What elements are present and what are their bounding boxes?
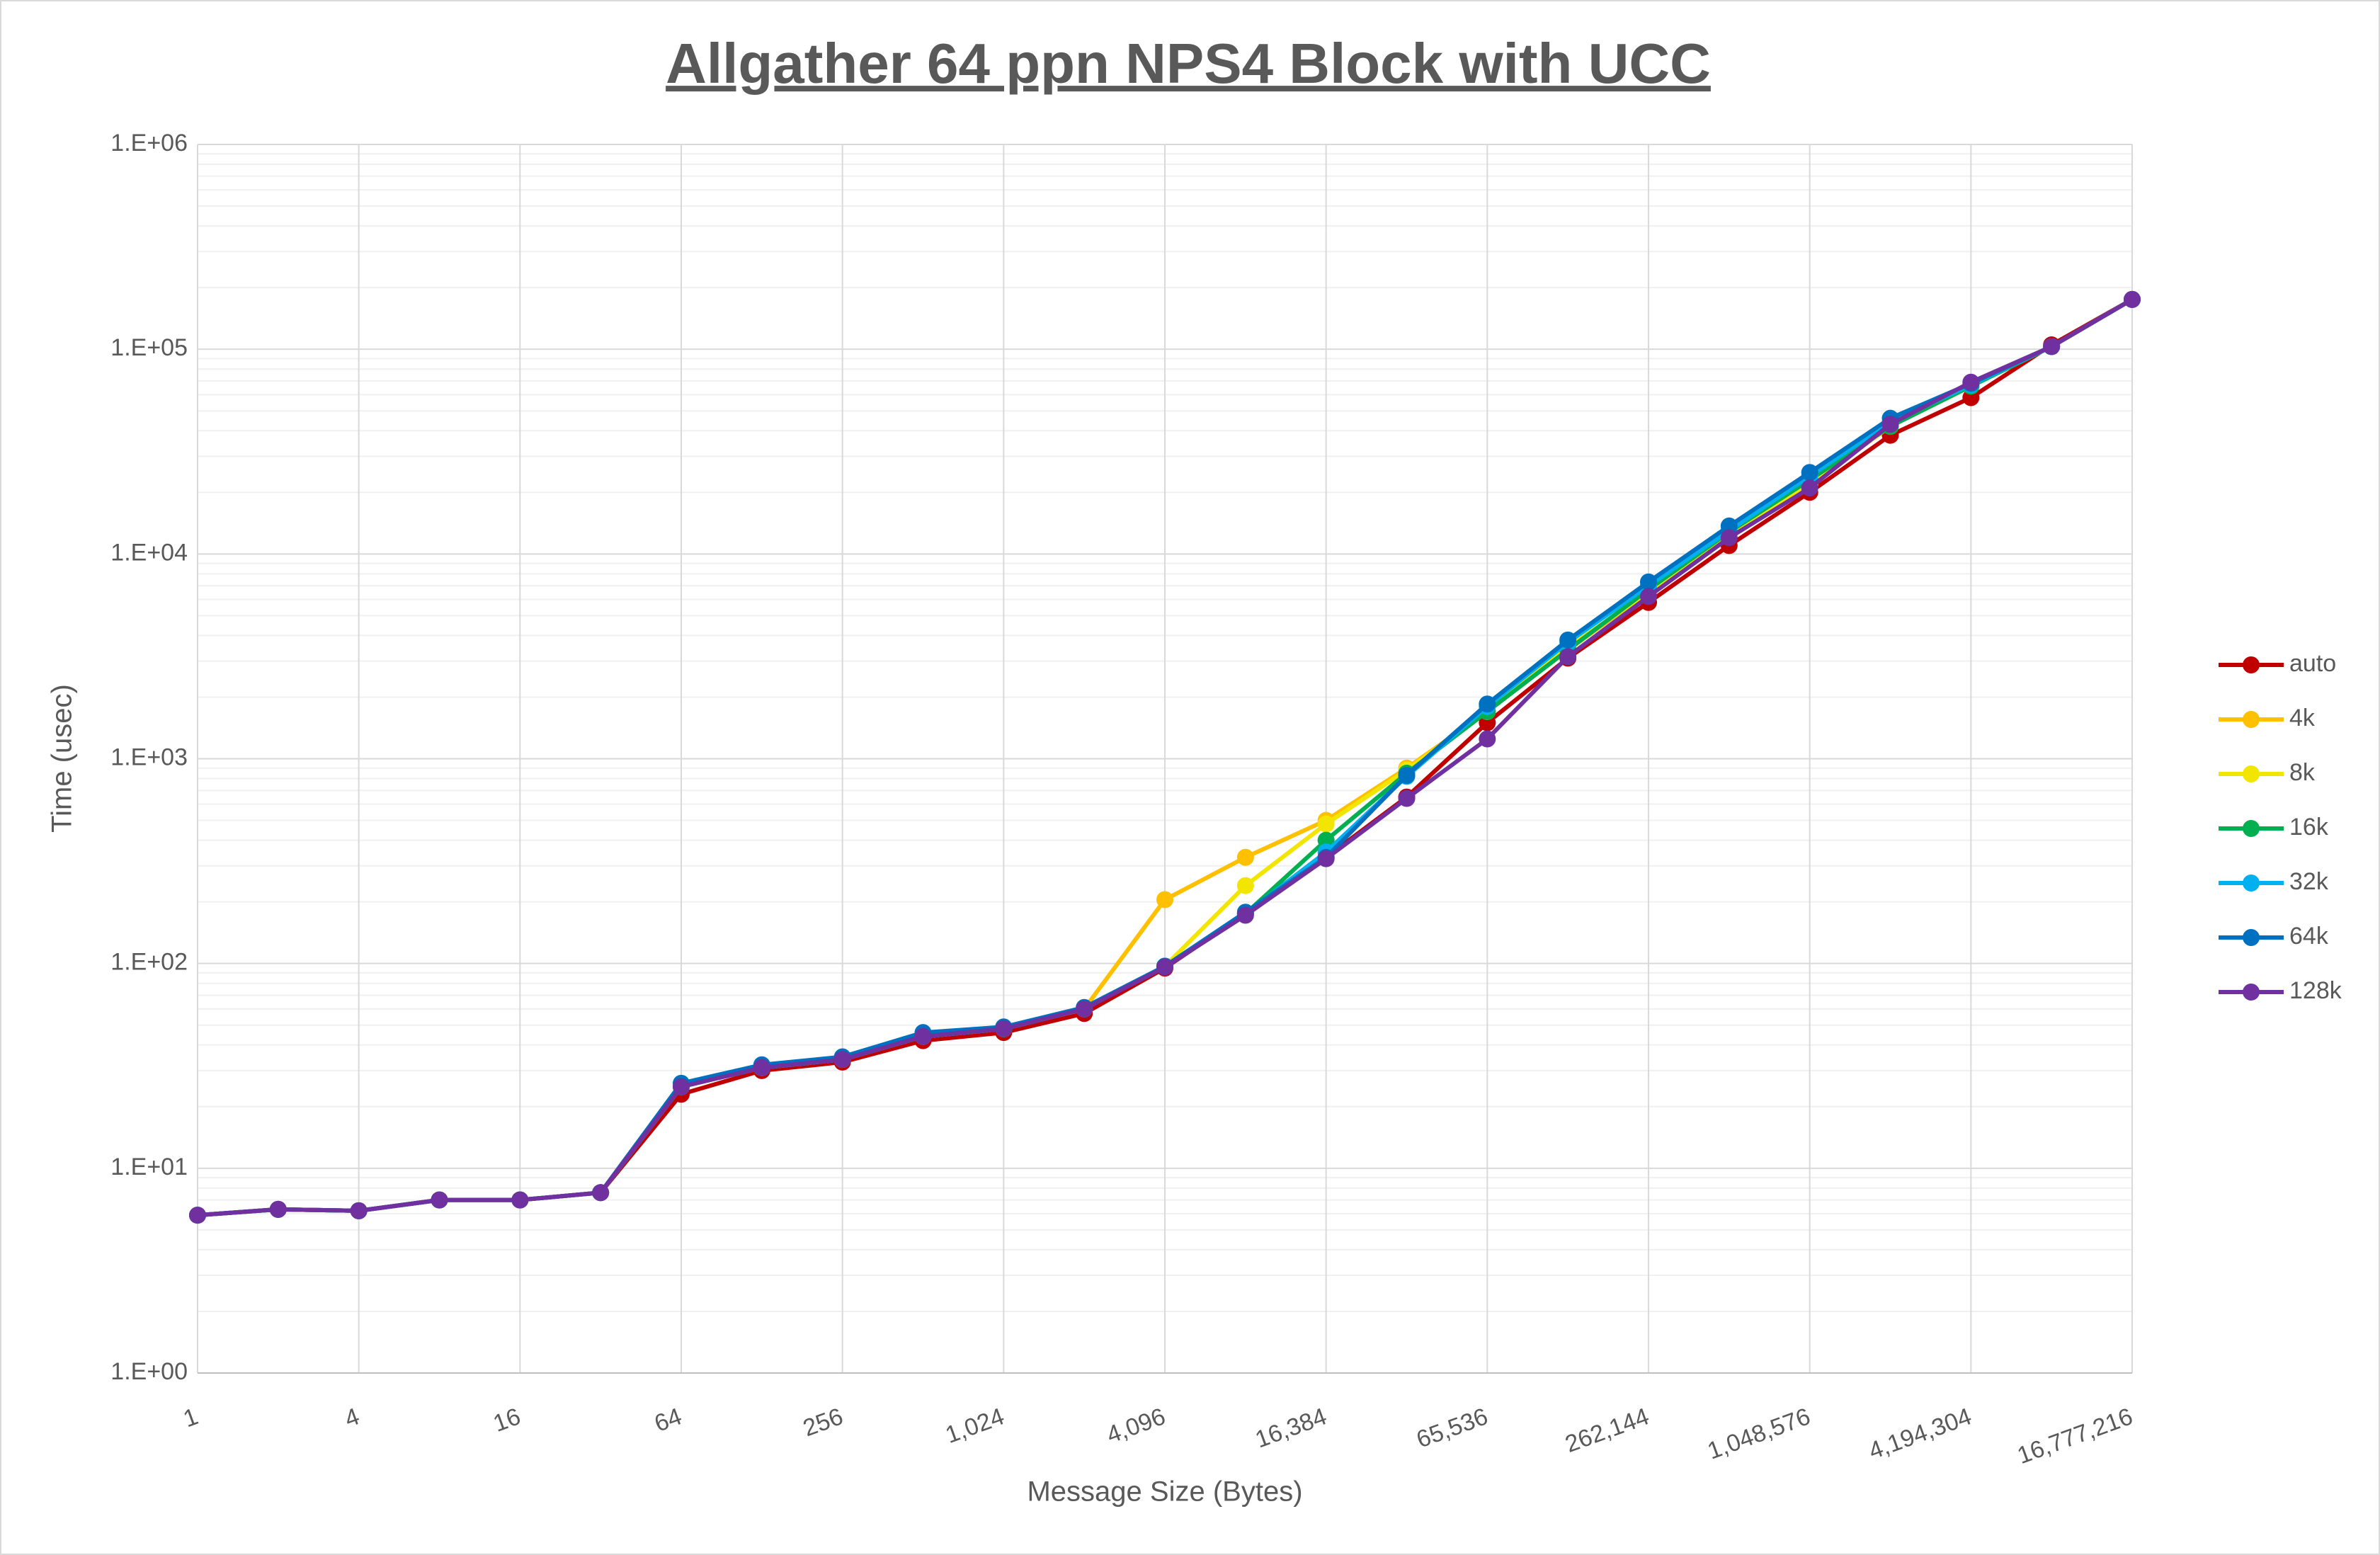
legend-marker: [2243, 984, 2260, 1001]
data-point: [1559, 648, 1577, 666]
data-point: [189, 1207, 206, 1224]
legend-marker: [2243, 711, 2260, 728]
y-tick-label: 1.E+00: [110, 1358, 188, 1385]
legend-marker: [2243, 929, 2260, 946]
y-tick-label: 1.E+01: [110, 1154, 188, 1180]
data-point: [1559, 631, 1577, 649]
data-point: [269, 1200, 287, 1218]
data-point: [1479, 695, 1496, 713]
legend-marker: [2243, 656, 2260, 673]
data-point: [1720, 529, 1738, 547]
data-point: [350, 1202, 368, 1219]
data-point: [2043, 338, 2061, 355]
legend-item: 8k: [2219, 759, 2316, 786]
data-point: [592, 1184, 610, 1202]
data-point: [1881, 416, 1899, 433]
data-point: [673, 1078, 690, 1095]
legend-item: 128k: [2219, 977, 2342, 1004]
legend-label: 16k: [2289, 814, 2329, 841]
data-point: [1398, 790, 1416, 807]
data-point: [1156, 891, 1173, 908]
data-point: [511, 1191, 529, 1209]
legend-marker: [2243, 765, 2260, 782]
y-axis-title: Time (usec): [47, 684, 78, 833]
data-point: [1317, 831, 1335, 849]
y-tick-label: 1.E+04: [110, 539, 188, 566]
y-tick-label: 1.E+05: [110, 334, 188, 361]
legend-item: 64k: [2219, 923, 2329, 950]
data-point: [1962, 373, 1980, 391]
data-point: [1801, 479, 1818, 497]
legend-label: 4k: [2289, 705, 2316, 731]
data-point: [431, 1191, 448, 1209]
legend-label: auto: [2289, 650, 2336, 677]
legend-item: 4k: [2219, 705, 2316, 731]
legend-label: 8k: [2289, 759, 2316, 786]
legend-label: 128k: [2289, 977, 2342, 1004]
x-axis-title: Message Size (Bytes): [1027, 1476, 1302, 1508]
data-point: [1640, 573, 1657, 591]
legend-label: 64k: [2289, 923, 2329, 950]
y-tick-label: 1.E+03: [110, 744, 188, 770]
legend-item: 32k: [2219, 868, 2329, 895]
data-point: [1236, 848, 1254, 866]
data-point: [1479, 730, 1496, 748]
data-point: [1317, 850, 1335, 867]
data-point: [1236, 877, 1254, 894]
legend-label: 32k: [2289, 868, 2329, 895]
chart-title: Allgather 64 ppn NPS4 Block with UCC: [666, 32, 1711, 95]
data-point: [1076, 1000, 1093, 1018]
data-point: [1801, 464, 1818, 482]
y-tick-label: 1.E+06: [110, 130, 188, 156]
data-point: [1640, 588, 1657, 605]
legend-item: 16k: [2219, 814, 2329, 841]
legend-marker: [2243, 875, 2260, 892]
legend-marker: [2243, 820, 2260, 837]
data-point: [2124, 290, 2141, 308]
data-point: [1720, 517, 1738, 535]
legend-item: auto: [2219, 650, 2336, 677]
data-point: [914, 1027, 932, 1045]
data-point: [1317, 815, 1335, 833]
data-point: [833, 1051, 851, 1069]
y-tick-label: 1.E+02: [110, 949, 188, 976]
data-point: [1156, 958, 1173, 976]
data-point: [995, 1020, 1013, 1037]
data-point: [753, 1059, 770, 1076]
data-point: [1398, 766, 1416, 784]
data-point: [1236, 906, 1254, 924]
